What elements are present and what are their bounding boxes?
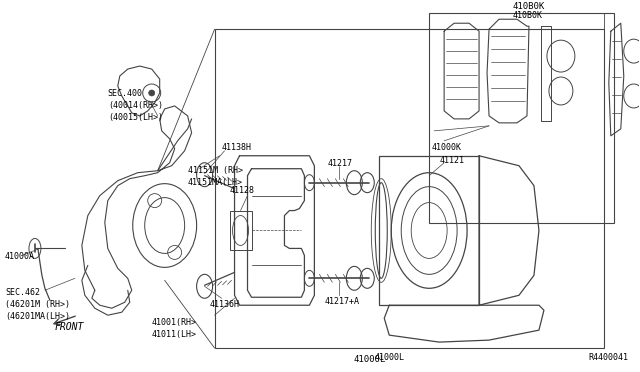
Text: 41217+A: 41217+A (324, 297, 360, 306)
Bar (429, 13, 614, 222)
Text: 41121: 41121 (439, 156, 464, 165)
Text: SEC.400: SEC.400 (108, 89, 143, 98)
Text: (40014(RH>): (40014(RH>) (108, 101, 163, 110)
Text: 41000L: 41000L (374, 353, 404, 362)
Text: SEC.462: SEC.462 (5, 288, 40, 297)
Text: 41151MA(LH>: 41151MA(LH> (188, 178, 243, 187)
Text: 41136H: 41136H (209, 300, 239, 309)
Text: (46201M (RH>): (46201M (RH>) (5, 300, 70, 309)
Text: 41000L: 41000L (353, 355, 385, 364)
Text: 41000A: 41000A (5, 253, 35, 262)
Text: 41000K: 41000K (431, 143, 461, 152)
Bar (214, 29, 604, 348)
Text: 41001(RH>: 41001(RH> (152, 318, 196, 327)
Text: 41151M (RH>: 41151M (RH> (188, 166, 243, 175)
Text: 41128: 41128 (230, 186, 255, 195)
Text: (40015(LH>): (40015(LH>) (108, 113, 163, 122)
Text: 410B0K: 410B0K (513, 2, 545, 11)
Text: 41217: 41217 (327, 159, 353, 168)
Text: R4400041: R4400041 (589, 353, 629, 362)
Text: 41011(LH>: 41011(LH> (152, 330, 196, 339)
Bar (380, 156, 479, 305)
Text: FRONT: FRONT (55, 322, 84, 332)
Text: 41138H: 41138H (221, 143, 252, 152)
Ellipse shape (148, 90, 155, 96)
Text: 410B0K: 410B0K (513, 11, 543, 20)
Text: (46201MA(LH>): (46201MA(LH>) (5, 312, 70, 321)
Bar (230, 211, 252, 250)
